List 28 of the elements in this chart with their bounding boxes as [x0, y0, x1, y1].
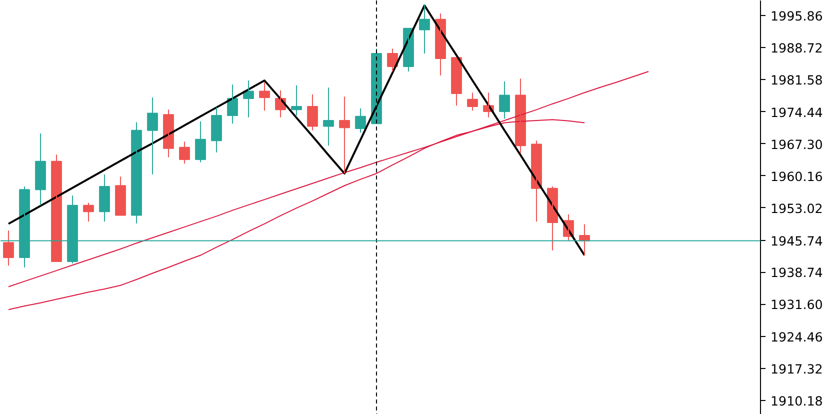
y-tick-label: 1953.02: [770, 200, 823, 216]
y-tick-label: 1988.72: [770, 40, 823, 56]
y-tick-label: 1931.60: [770, 297, 823, 312]
candlestick: [467, 92, 478, 112]
candlestick: [419, 4, 430, 54]
candlestick: [355, 108, 366, 134]
y-tick-label: 1938.74: [770, 265, 823, 280]
y-tick-label: 1917.32: [770, 361, 823, 376]
y-tick-label: 1960.16: [770, 168, 823, 184]
candlestick: [35, 133, 46, 206]
candlestick: [499, 80, 510, 120]
candlestick: [339, 96, 350, 174]
candlestick: [99, 174, 110, 222]
candlestick: [179, 141, 190, 164]
y-tick-label: 1967.30: [770, 136, 823, 152]
y-tick-label: 1981.58: [770, 72, 823, 88]
y-tick-label: 1910.18: [770, 393, 823, 408]
candlestick: [3, 230, 14, 266]
candlestick: [307, 94, 318, 131]
y-tick-label: 1924.46: [770, 329, 823, 344]
y-tick-label: 1995.86: [770, 8, 823, 24]
candlestick: [115, 176, 126, 216]
y-tick-label: 1974.44: [770, 104, 823, 120]
ref-line-label: 1945.74: [770, 234, 823, 249]
candlestick: [147, 97, 158, 175]
candlestick: [195, 120, 206, 163]
candlestick: [211, 106, 222, 153]
candlestick: [323, 87, 334, 146]
